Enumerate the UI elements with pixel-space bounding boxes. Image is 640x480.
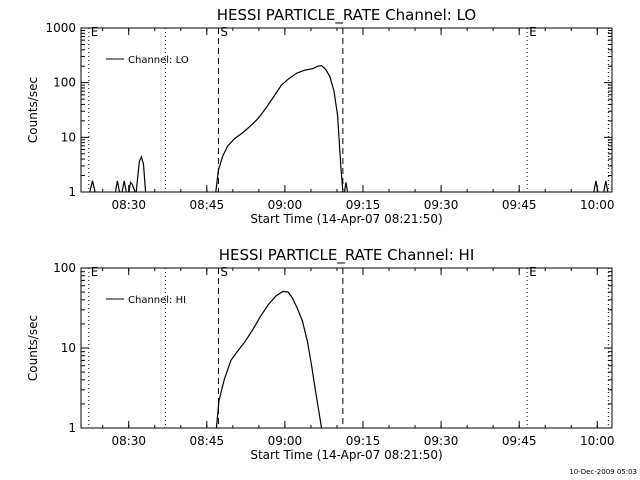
x-tick-label: 09:00 (268, 198, 303, 212)
marker-label: E (91, 25, 99, 39)
x-tick-label: 08:30 (111, 198, 146, 212)
x-tick-label: 09:30 (424, 434, 459, 448)
series-line (603, 180, 609, 192)
y-tick-label: 10 (61, 130, 76, 144)
series-line (215, 64, 344, 192)
legend: Channel: HI (106, 295, 186, 306)
x-tick-label: 09:15 (346, 198, 381, 212)
marker-label: E (91, 265, 99, 279)
x-tick-label: 09:30 (424, 198, 459, 212)
x-tick-label: 08:30 (111, 434, 146, 448)
x-tick-label: 10:00 (580, 434, 615, 448)
x-axis-label: Start Time (14-Apr-07 08:21:50) (250, 212, 442, 226)
series-line (215, 290, 323, 428)
legend-entry: Channel: LO (128, 55, 189, 66)
timestamp-label: 10-Dec-2009 05:03 (569, 468, 637, 476)
series-line (135, 155, 147, 192)
x-tick-label: 08:45 (190, 434, 225, 448)
x-tick-label: 08:45 (190, 198, 225, 212)
chart-title: HESSI PARTICLE_RATE Channel: LO (217, 6, 476, 25)
x-tick-label: 09:45 (502, 434, 537, 448)
y-tick-label: 1000 (45, 21, 76, 35)
marker-label: S (220, 25, 228, 39)
x-tick-label: 09:45 (502, 198, 537, 212)
series-line (343, 182, 349, 192)
x-tick-label: 09:00 (268, 434, 303, 448)
plot-frame (80, 27, 613, 193)
series-line (593, 180, 599, 192)
series-line (128, 181, 136, 192)
y-tick-label: 1 (68, 421, 76, 435)
marker-label: S (220, 265, 228, 279)
x-tick-label: 10:00 (580, 198, 615, 212)
marker-label: E (529, 25, 537, 39)
y-tick-label: 10 (61, 341, 76, 355)
y-tick-label: 1 (68, 185, 76, 199)
marker-label: E (529, 265, 537, 279)
y-axis-label: Counts/sec (26, 77, 40, 143)
series-line (114, 180, 121, 192)
chart-title: HESSI PARTICLE_RATE Channel: HI (219, 246, 475, 265)
x-tick-label: 09:15 (346, 434, 381, 448)
y-axis-label: Counts/sec (26, 315, 40, 381)
plot-frame (80, 267, 613, 429)
legend: Channel: LO (106, 55, 189, 66)
y-tick-label: 100 (53, 261, 76, 275)
x-axis-label: Start Time (14-Apr-07 08:21:50) (250, 448, 442, 462)
legend-entry: Channel: HI (128, 295, 186, 306)
series-line (89, 180, 96, 192)
series-line (121, 180, 127, 192)
chart-panel-2: HESSI PARTICLE_RATE Channel: HI 08:30 08:4… (26, 246, 615, 462)
chart-panel-1: HESSI PARTICLE_RATE Channel: LO 08:30 08:4… (26, 6, 615, 226)
y-tick-label: 100 (53, 76, 76, 90)
